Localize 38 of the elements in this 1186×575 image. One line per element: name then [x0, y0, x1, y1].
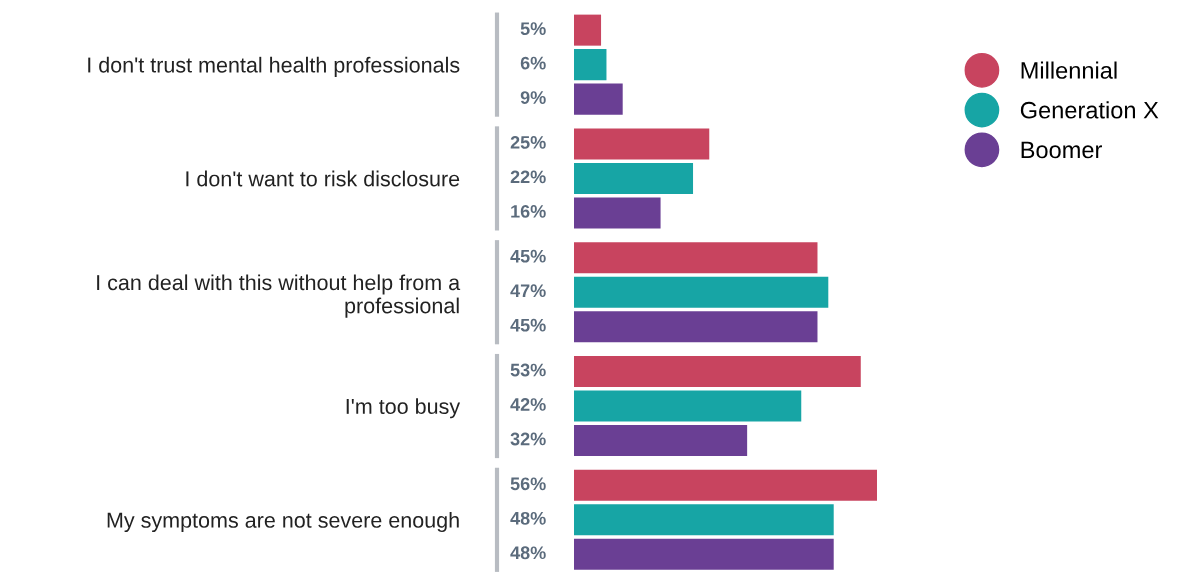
bar — [574, 538, 834, 570]
data-label: 25% — [510, 136, 546, 149]
data-label: 48% — [510, 511, 546, 525]
data-label: 47% — [510, 284, 546, 298]
data-label: 22% — [510, 170, 546, 184]
data-label: 16% — [511, 204, 546, 218]
y-tick-label: I can deal with this without help from a professional — [97, 274, 461, 318]
bar — [574, 311, 818, 343]
data-label: 45% — [510, 318, 546, 332]
y-tick-label: I don't trust mental health professionals — [88, 56, 460, 77]
data-label: 5% — [520, 22, 546, 35]
bar — [574, 242, 818, 274]
data-label: 56% — [510, 477, 546, 491]
bar — [574, 356, 861, 388]
bar — [574, 469, 877, 501]
legend-label: Boomer — [1021, 141, 1102, 159]
y-tick-label: My symptoms are not severe enough — [107, 512, 459, 533]
bar — [574, 390, 802, 422]
bar — [574, 504, 834, 536]
bar — [574, 49, 607, 81]
legend-label: Generation X — [1020, 101, 1159, 119]
y-tick-label: I'm too busy — [346, 398, 461, 419]
bar — [574, 128, 710, 160]
bar — [574, 162, 694, 194]
bar — [574, 83, 623, 115]
data-label: 53% — [510, 363, 546, 377]
bar — [574, 14, 602, 46]
y-tick-label: I don't want to risk disclosure — [186, 170, 460, 187]
bar — [574, 276, 829, 308]
data-label: 42% — [510, 398, 546, 411]
bar — [574, 197, 661, 229]
data-label: 32% — [510, 432, 546, 446]
legend-label: Millennial — [1021, 61, 1117, 79]
bar — [574, 424, 748, 457]
data-label: 9% — [520, 91, 546, 104]
data-label: 48% — [510, 546, 546, 560]
data-label: 6% — [520, 56, 546, 70]
data-label: 45% — [510, 249, 546, 263]
